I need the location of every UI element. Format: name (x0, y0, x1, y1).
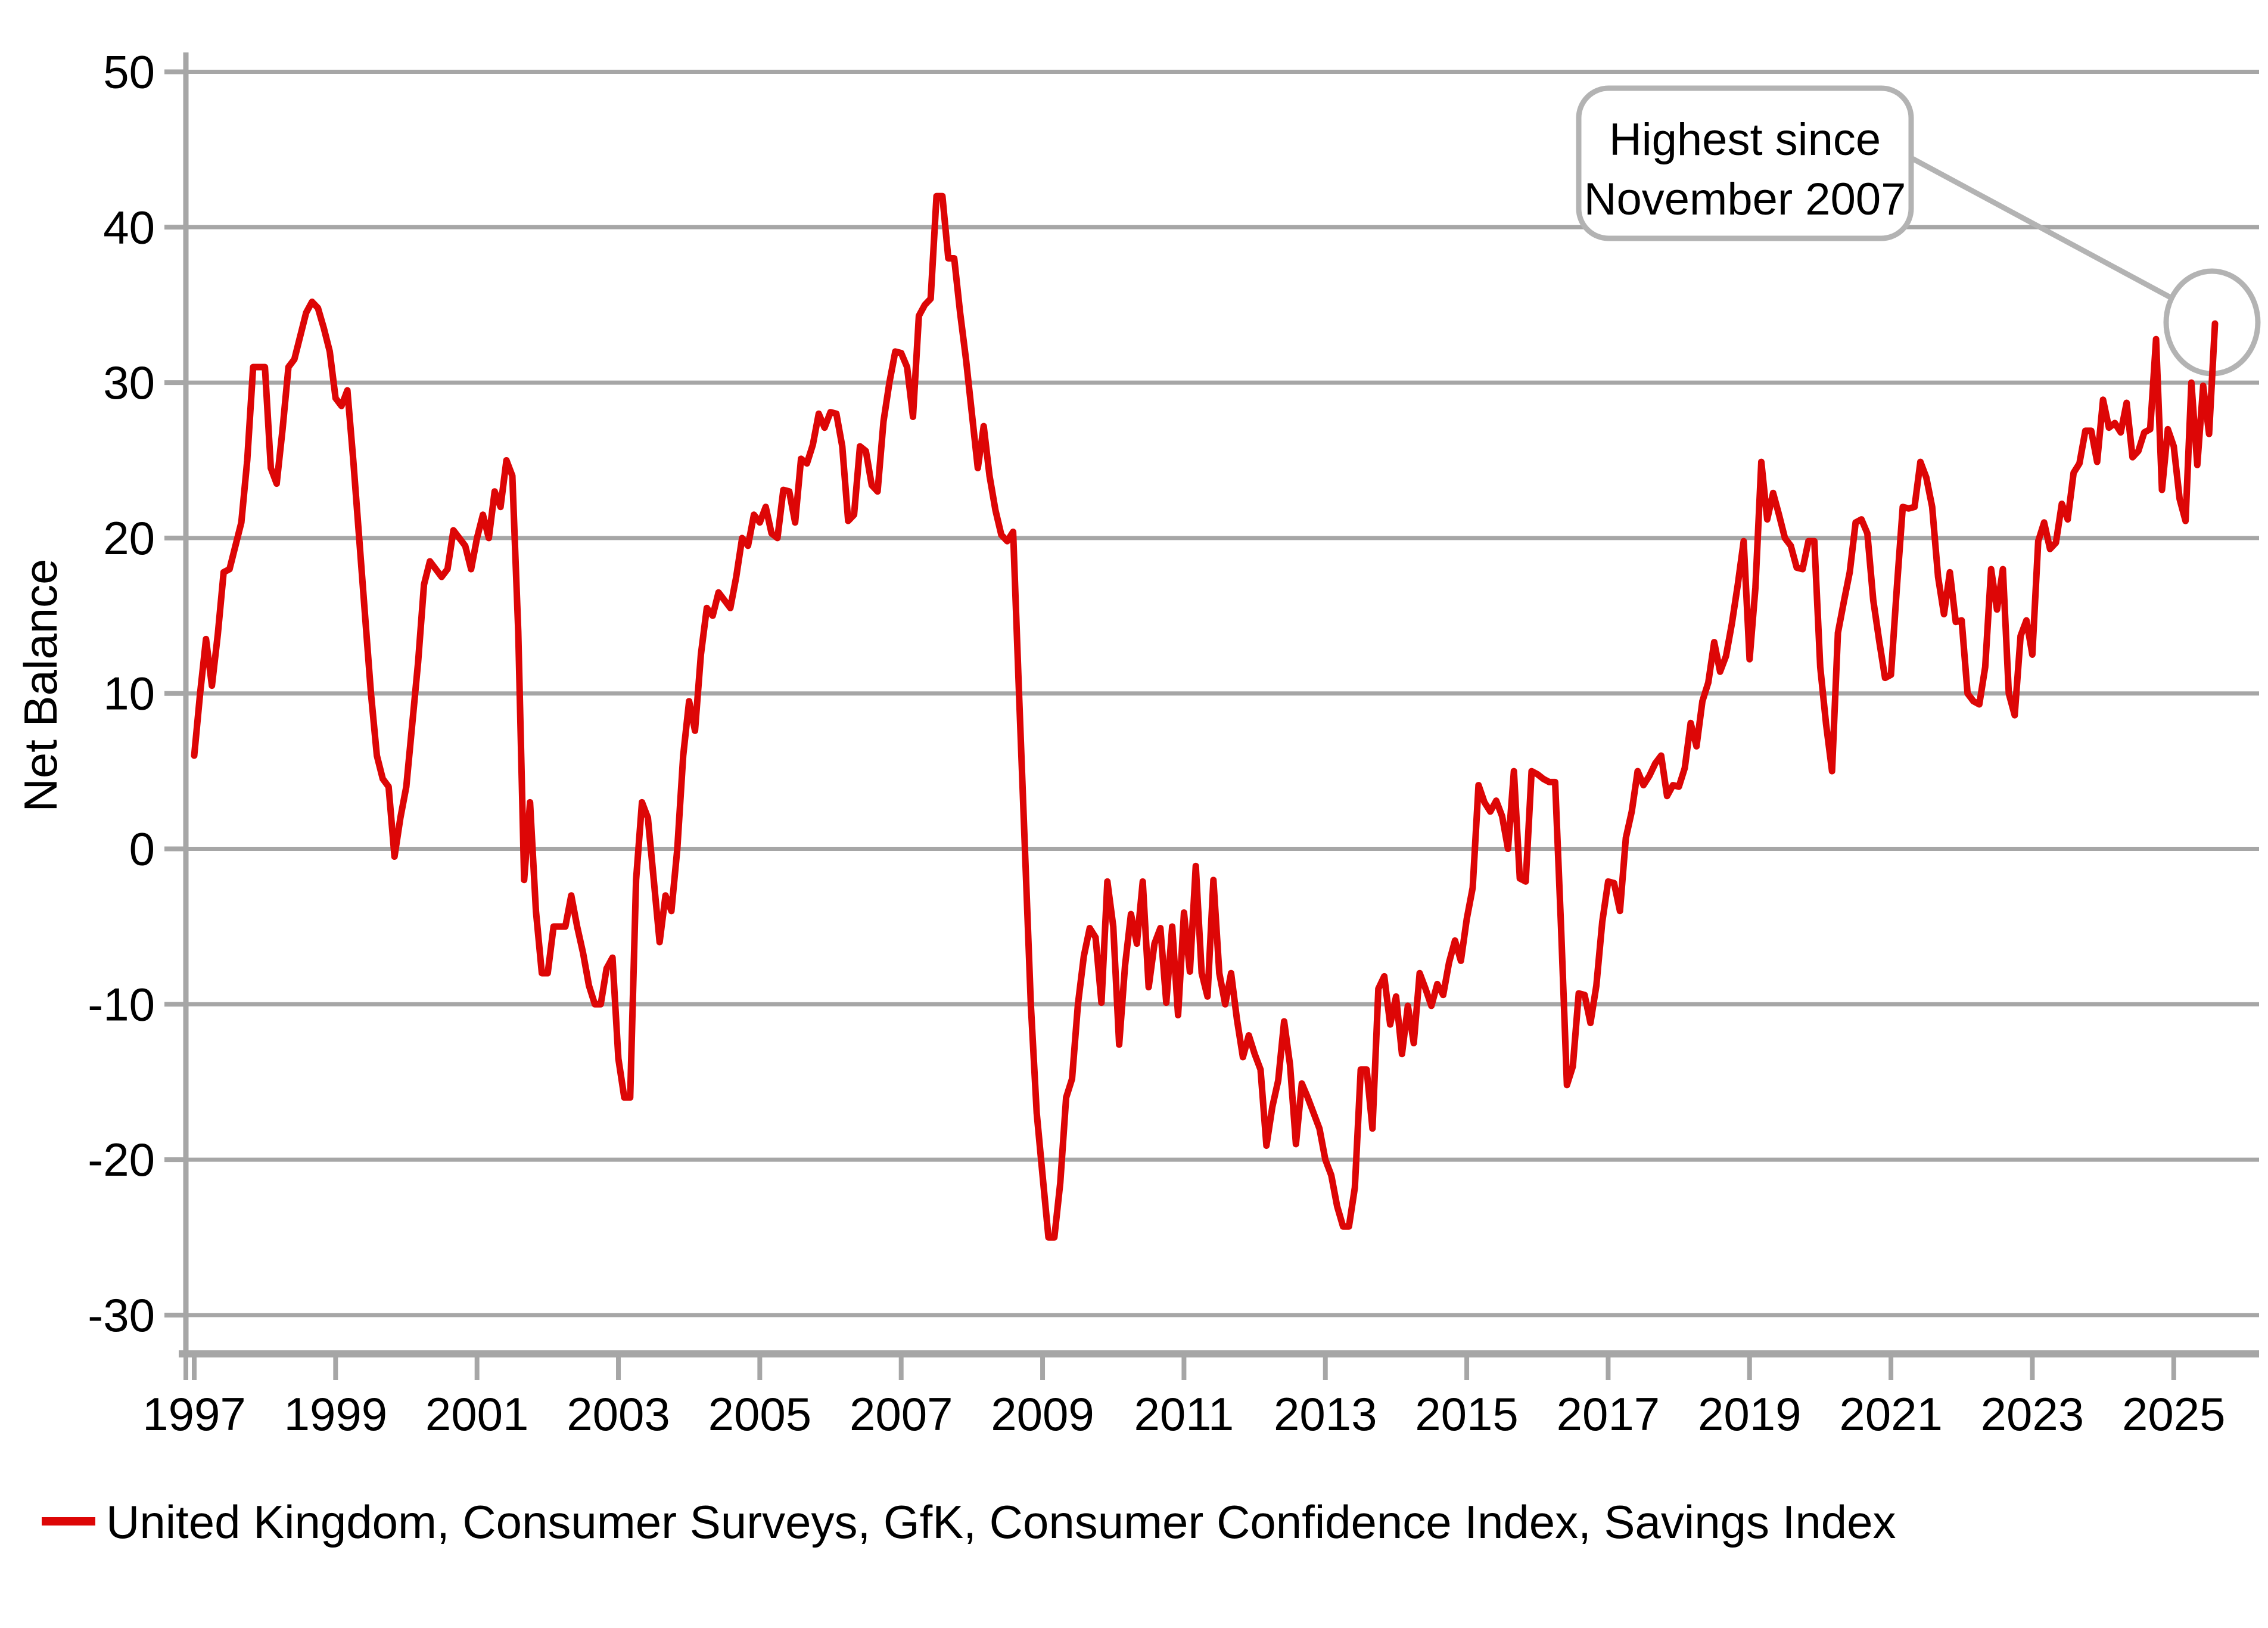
x-tick-label-2017: 2017 (1557, 1388, 1660, 1440)
x-tick-label-2021: 2021 (1839, 1388, 1943, 1440)
series-line-uk-savings-index (191, 192, 2219, 1241)
callout-connector-line (1909, 156, 2173, 300)
x-tick-label-2007: 2007 (850, 1388, 953, 1440)
y-tick-label--10: -10 (88, 978, 155, 1030)
x-tick-label-1997: 1997 (142, 1388, 246, 1440)
x-tick-label-2001: 2001 (425, 1388, 529, 1440)
y-tick-label-20: 20 (103, 512, 155, 564)
x-tick-label-2013: 2013 (1274, 1388, 1377, 1440)
callout-text-line1: Highest since (1609, 114, 1881, 165)
gridlines (186, 70, 2259, 1318)
series-line-layer (191, 192, 2219, 1241)
y-tick-label-40: 40 (103, 201, 155, 253)
y-tick-label-0: 0 (129, 823, 155, 875)
y-tick-label--30: -30 (88, 1289, 155, 1341)
x-tick-label-2019: 2019 (1698, 1388, 1802, 1440)
x-tick-label-2003: 2003 (567, 1388, 670, 1440)
x-tick-label-1999: 1999 (284, 1388, 388, 1440)
y-tick-label-10: 10 (103, 667, 155, 720)
y-tick-label-50: 50 (103, 46, 155, 98)
x-tick-label-2011: 2011 (1134, 1388, 1234, 1440)
x-tick-label-2023: 2023 (1981, 1388, 2085, 1440)
callout-text-line2: November 2007 (1584, 174, 1906, 225)
callout: Highest since November 2007 (1576, 85, 2261, 377)
x-tick-label-2025: 2025 (2122, 1388, 2226, 1440)
legend: United Kingdom, Consumer Surveys, GfK, C… (42, 1496, 1896, 1548)
legend-series-label: United Kingdom, Consumer Surveys, GfK, C… (106, 1496, 1896, 1548)
x-tick-label-2005: 2005 (708, 1388, 812, 1440)
y-tick-label--20: -20 (88, 1133, 155, 1186)
x-tick-label-2015: 2015 (1415, 1388, 1519, 1440)
callout-box (1576, 85, 1914, 241)
axes-and-ticks: 50 40 30 20 10 0 -10 -20 -30 1997 1999 2001 2003 2005… (88, 46, 2259, 1440)
y-tick-label-30: 30 (103, 356, 155, 409)
x-tick-label-2009: 2009 (991, 1388, 1094, 1440)
y-axis-title: Net Balance (14, 559, 67, 812)
